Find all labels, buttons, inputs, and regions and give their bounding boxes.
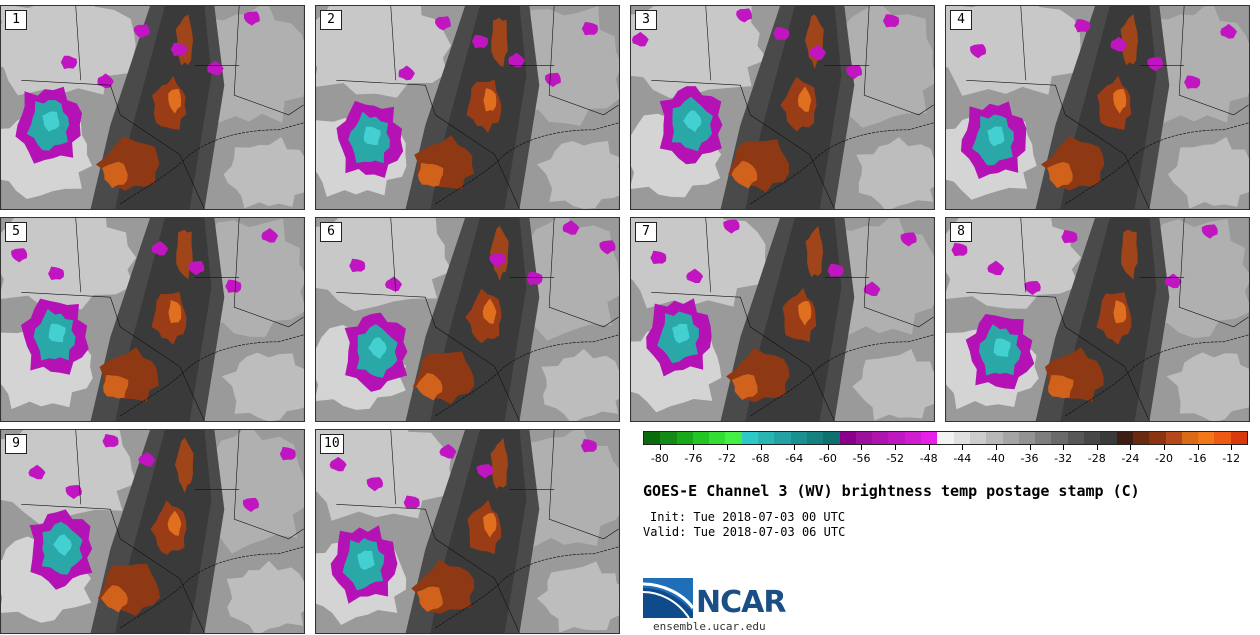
- stamp-panel-9: 9: [0, 429, 305, 634]
- colorbar-tick-label: -36: [1020, 452, 1039, 465]
- colorbar-swatch: [1198, 432, 1215, 444]
- colorbar-swatch: [855, 432, 873, 444]
- colorbar-tick-label: -20: [1154, 452, 1173, 465]
- valid-time: Valid: Tue 2018-07-03 06 UTC: [643, 525, 846, 539]
- wv-map: [631, 6, 934, 209]
- colorbar-tick-label: -60: [818, 452, 837, 465]
- stamp-panel-3: 3: [630, 5, 935, 210]
- colorbar-tick-label: -76: [684, 452, 703, 465]
- colorbar-tick-label: -12: [1222, 452, 1241, 465]
- wv-map: [631, 218, 934, 421]
- colorbar-tick-label: -44: [953, 452, 972, 465]
- colorbar-swatch: [969, 432, 987, 444]
- colorbar-swatch: [644, 432, 661, 444]
- stamp-panel-8: 8: [945, 217, 1250, 422]
- colorbar-swatch: [1165, 432, 1182, 444]
- panel-number: 7: [635, 222, 657, 242]
- site-url: ensemble.ucar.edu: [653, 620, 766, 633]
- panel-number: 5: [5, 222, 27, 242]
- colorbar-swatch: [1051, 432, 1068, 444]
- colorbar-swatch: [758, 432, 775, 444]
- colorbar-swatch: [872, 432, 889, 444]
- colorbar-swatch: [725, 432, 742, 444]
- panel-number: 1: [5, 10, 27, 30]
- wv-map: [316, 430, 619, 633]
- colorbar-ticks: -80 -76 -72 -68 -64 -60 -56 -52 -48 -44 -40 -36 -32 -…: [643, 444, 1248, 468]
- wv-map: [1, 218, 304, 421]
- colorbar-tick-label: -28: [1087, 452, 1106, 465]
- colorbar-tick-label: -56: [852, 452, 871, 465]
- wv-map: [946, 6, 1249, 209]
- temperature-colorbar: [643, 431, 1248, 445]
- stamp-panel-2: 2: [315, 5, 620, 210]
- colorbar-swatch: [1084, 432, 1101, 444]
- figure-title: GOES-E Channel 3 (WV) brightness temp po…: [643, 482, 1140, 500]
- colorbar-swatch: [1100, 432, 1117, 444]
- stamp-panel-1: 1: [0, 5, 305, 210]
- wv-map: [946, 218, 1249, 421]
- panel-number: 10: [320, 434, 344, 454]
- colorbar-swatch: [741, 432, 759, 444]
- wv-map: [1, 6, 304, 209]
- colorbar-swatch: [692, 432, 710, 444]
- colorbar-swatch: [806, 432, 824, 444]
- colorbar-swatch: [1214, 432, 1231, 444]
- colorbar-tick-label: -32: [1054, 452, 1073, 465]
- colorbar-swatch: [921, 432, 938, 444]
- colorbar-tick-label: -16: [1188, 452, 1207, 465]
- wv-map: [316, 218, 619, 421]
- colorbar-swatch: [904, 432, 922, 444]
- init-time: Init: Tue 2018-07-03 00 UTC: [650, 510, 846, 524]
- colorbar-tick-label: -68: [751, 452, 770, 465]
- logo-text: NCAR: [696, 585, 786, 620]
- colorbar-swatch: [790, 432, 807, 444]
- colorbar-tick-label: -24: [1121, 452, 1140, 465]
- colorbar-tick-label: -40: [986, 452, 1005, 465]
- stamp-panel-6: 6: [315, 217, 620, 422]
- colorbar-swatch: [709, 432, 726, 444]
- colorbar-swatch: [888, 432, 905, 444]
- colorbar-swatch: [1116, 432, 1133, 444]
- colorbar-swatch: [986, 432, 1003, 444]
- ncar-logo-icon: [643, 578, 695, 619]
- colorbar-tick-label: -80: [650, 452, 669, 465]
- colorbar-swatch: [839, 432, 856, 444]
- colorbar-swatch: [937, 432, 954, 444]
- colorbar-swatch: [1035, 432, 1052, 444]
- panel-number: 8: [950, 222, 972, 242]
- colorbar-tick-label: -48: [919, 452, 938, 465]
- colorbar-swatch: [660, 432, 677, 444]
- stamp-panel-7: 7: [630, 217, 935, 422]
- stamp-panel-4: 4: [945, 5, 1250, 210]
- panel-number: 3: [635, 10, 657, 30]
- colorbar-tick-label: -64: [785, 452, 804, 465]
- wv-map: [316, 6, 619, 209]
- panel-number: 2: [320, 10, 342, 30]
- colorbar-swatch: [1067, 432, 1085, 444]
- colorbar-swatch: [953, 432, 970, 444]
- stamp-panel-10: 10: [315, 429, 620, 634]
- colorbar-swatch: [1181, 432, 1199, 444]
- colorbar-swatch: [1018, 432, 1036, 444]
- colorbar-swatch: [1149, 432, 1166, 444]
- wv-map: [1, 430, 304, 633]
- colorbar-swatch: [676, 432, 693, 444]
- colorbar-swatch: [1002, 432, 1019, 444]
- colorbar-swatch: [1132, 432, 1150, 444]
- panel-number: 4: [950, 10, 972, 30]
- colorbar-tick-label: -72: [718, 452, 736, 465]
- panel-number: 6: [320, 222, 342, 242]
- colorbar-swatch: [823, 432, 840, 444]
- colorbar-tick-label: -52: [886, 452, 905, 465]
- colorbar-swatch: [1230, 432, 1247, 444]
- colorbar-swatch: [774, 432, 791, 444]
- stamp-panel-5: 5: [0, 217, 305, 422]
- panel-number: 9: [5, 434, 27, 454]
